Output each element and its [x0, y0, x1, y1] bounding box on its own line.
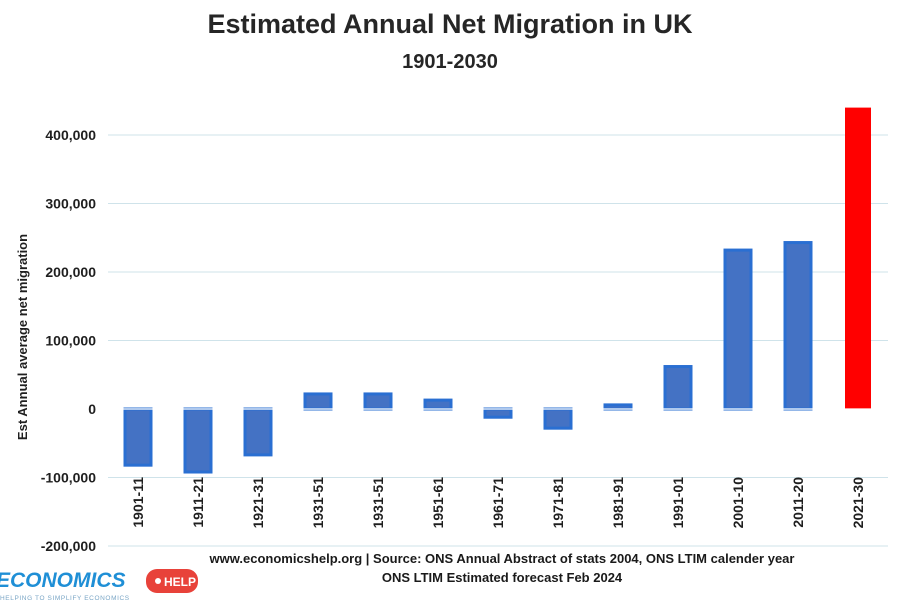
bar — [603, 403, 633, 411]
y-tick-label: -200,000 — [41, 538, 96, 554]
x-axis-ticks: 1901-11 1911-21 1921-31 1931-51 1931-51 1951-… — [130, 477, 866, 529]
logo-badge-dot — [155, 578, 161, 584]
x-tick-label: 1991-01 — [670, 477, 686, 529]
bar — [243, 407, 273, 457]
x-tick-label: 2011-20 — [790, 477, 806, 528]
economics-help-logo[interactable]: ECONOMICS HELP HELPING TO SIMPLIFY ECONO… — [0, 569, 198, 602]
y-tick-label: 400,000 — [45, 127, 96, 143]
y-tick-label: 100,000 — [45, 333, 96, 349]
x-tick-label: 1951-61 — [430, 477, 446, 529]
bar — [543, 407, 573, 430]
bar — [183, 407, 213, 474]
bar — [423, 398, 453, 411]
logo-badge — [146, 569, 198, 593]
bar — [123, 407, 153, 467]
y-axis-label: Est Annual average net migration — [15, 234, 30, 440]
chart-title: Estimated Annual Net Migration in UK — [207, 9, 693, 39]
bar — [483, 407, 513, 419]
x-tick-label: 1921-31 — [250, 477, 266, 529]
x-tick-label: 1911-21 — [190, 477, 206, 528]
bar — [783, 241, 813, 411]
y-tick-label: -100,000 — [41, 470, 96, 486]
x-tick-label: 2001-10 — [730, 477, 746, 529]
forecast-bar — [845, 107, 871, 409]
source-line-1: www.economicshelp.org | Source: ONS Annu… — [209, 551, 795, 566]
chart-subtitle: 1901-2030 — [402, 51, 498, 73]
y-tick-label: 200,000 — [45, 264, 96, 280]
logo-tagline: HELPING TO SIMPLIFY ECONOMICS — [0, 595, 130, 602]
x-tick-label: 2021-30 — [850, 477, 866, 529]
x-tick-label: 1981-91 — [610, 477, 626, 529]
logo-badge-text: HELP — [164, 575, 196, 589]
logo-main-text: ECONOMICS — [0, 569, 126, 592]
x-tick-label: 1931-51 — [370, 477, 386, 529]
y-tick-label: 300,000 — [45, 196, 96, 212]
source-line-2: ONS LTIM Estimated forecast Feb 2024 — [382, 570, 623, 585]
bars — [108, 107, 888, 474]
x-tick-label: 1901-11 — [130, 477, 146, 528]
y-axis-ticks: 400,000 300,000 200,000 100,000 0 -100,000 -20… — [41, 127, 96, 554]
bar — [663, 365, 693, 411]
x-tick-label: 1931-51 — [310, 477, 326, 529]
y-tick-label: 0 — [88, 401, 96, 417]
bar — [303, 392, 333, 411]
x-tick-label: 1961-71 — [490, 477, 506, 529]
bar — [363, 392, 393, 411]
x-tick-label: 1971-81 — [550, 477, 566, 529]
bar — [723, 248, 753, 411]
